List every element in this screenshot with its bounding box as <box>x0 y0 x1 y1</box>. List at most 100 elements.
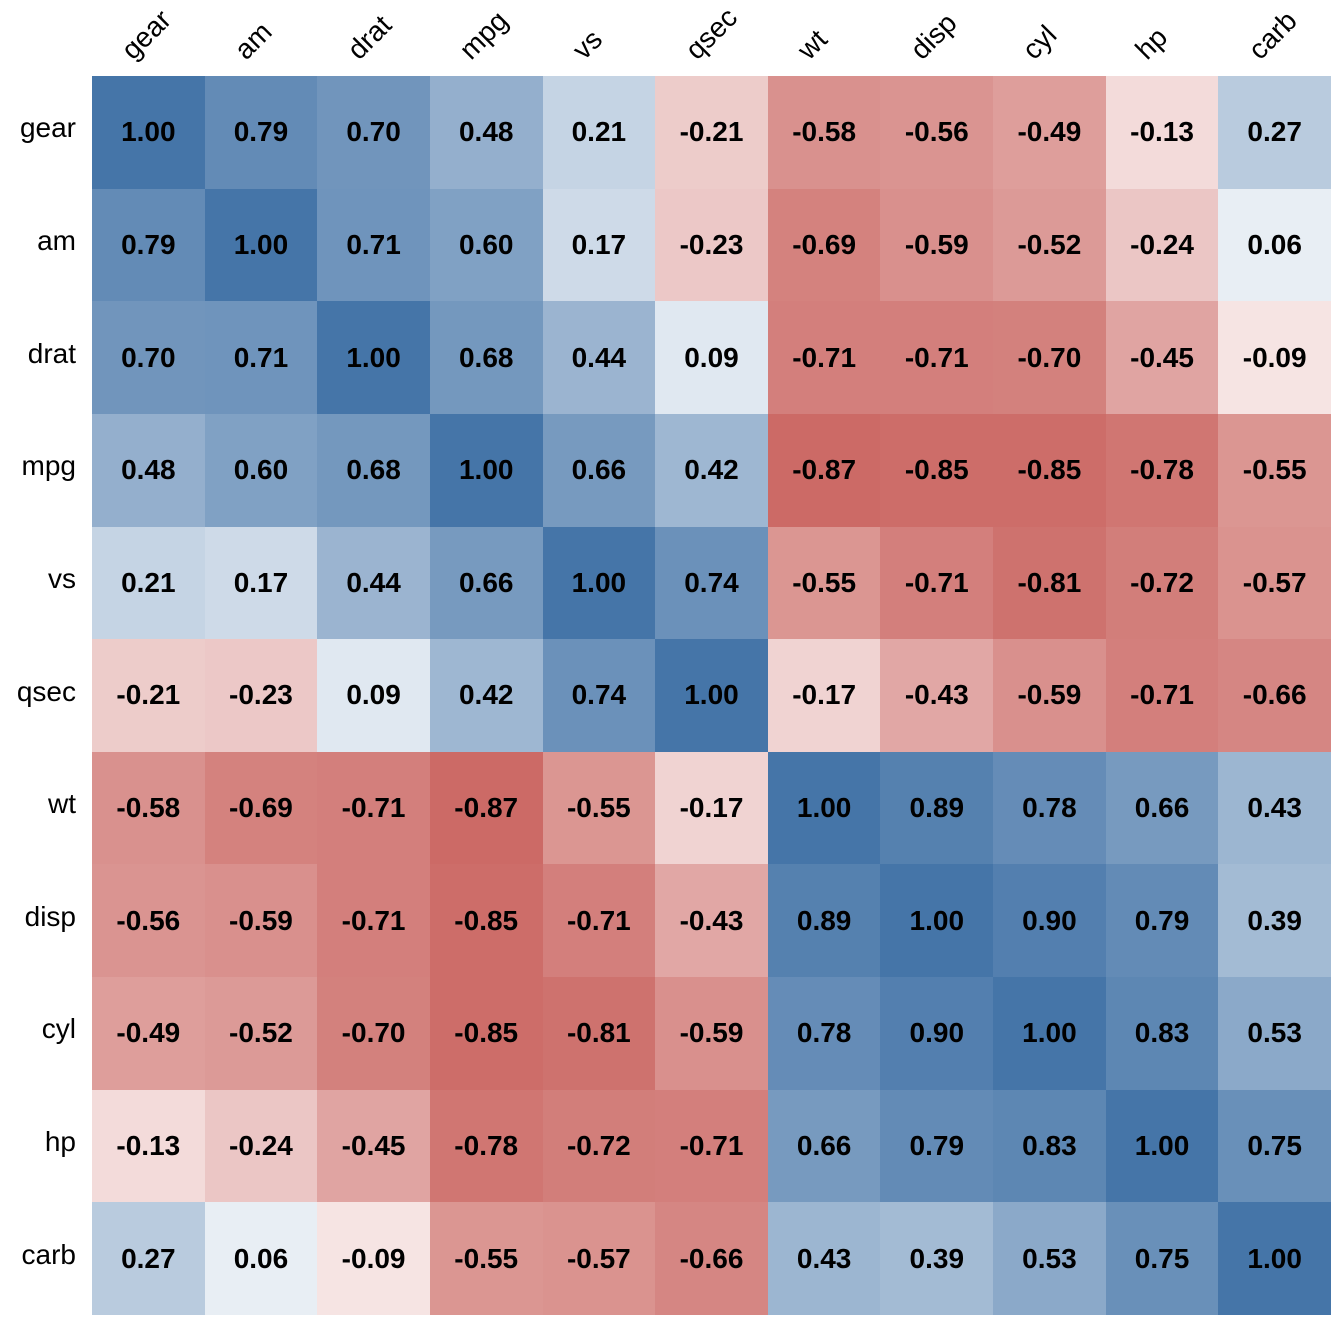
heatmap-cell: -0.57 <box>1218 526 1331 640</box>
heatmap-cell: -0.17 <box>767 639 881 752</box>
heatmap-cell: -0.43 <box>655 864 768 978</box>
heatmap-cell: 0.53 <box>1218 977 1331 1090</box>
heatmap-cell: -0.59 <box>993 639 1106 752</box>
heatmap-cell: -0.85 <box>880 413 994 527</box>
heatmap-cell: -0.85 <box>429 864 543 978</box>
heatmap-cell: 1.00 <box>429 413 543 527</box>
heatmap-cell: 0.48 <box>429 76 543 189</box>
heatmap-cell: 0.79 <box>1105 864 1219 978</box>
heatmap-cell: -0.55 <box>429 1202 543 1315</box>
heatmap-cell: 0.66 <box>767 1089 881 1203</box>
heatmap-cell: 1.00 <box>204 188 318 302</box>
heatmap-cell: -0.13 <box>92 1089 205 1203</box>
heatmap-cell: -0.85 <box>993 413 1106 527</box>
heatmap-cell: 1.00 <box>92 76 205 189</box>
column-label-disp: disp <box>904 7 963 66</box>
column-label-cyl: cyl <box>1016 19 1063 66</box>
heatmap-cell: 0.06 <box>1218 188 1331 302</box>
heatmap-cell: 0.66 <box>542 413 656 527</box>
heatmap-cell: -0.52 <box>993 188 1106 302</box>
heatmap-cell: -0.09 <box>317 1202 430 1315</box>
heatmap-cell: 0.43 <box>1218 751 1331 865</box>
heatmap-cell: 0.66 <box>1105 751 1219 865</box>
heatmap-cell: 0.06 <box>204 1202 318 1315</box>
row-label-disp: disp <box>24 900 76 932</box>
heatmap-cell: -0.55 <box>767 526 881 640</box>
heatmap-cell: -0.85 <box>429 977 543 1090</box>
heatmap-grid: 1.00 0.79 0.70 0.48 0.21 -0.21 -0.58 -0.56 -0.49… <box>92 76 1331 1315</box>
heatmap-cell: 0.42 <box>429 639 543 752</box>
heatmap-cell: 0.39 <box>880 1202 994 1315</box>
column-label-vs: vs <box>566 23 608 66</box>
heatmap-cell: 0.79 <box>204 76 318 189</box>
heatmap-cell: -0.09 <box>1218 301 1331 414</box>
heatmap-cell: -0.49 <box>92 977 205 1090</box>
heatmap-cell: 1.00 <box>993 977 1106 1090</box>
heatmap-cell: 1.00 <box>1105 1089 1219 1203</box>
heatmap-cell: 1.00 <box>767 751 881 865</box>
column-label-mpg: mpg <box>453 4 515 66</box>
heatmap-cell: 0.09 <box>655 301 768 414</box>
heatmap-cell: 0.75 <box>1218 1089 1331 1203</box>
row-label-drat: drat <box>27 337 76 369</box>
heatmap-cell: -0.56 <box>92 864 205 978</box>
heatmap-cell: -0.45 <box>317 1089 430 1203</box>
heatmap-cell: 1.00 <box>317 301 430 414</box>
heatmap-cell: 0.74 <box>542 639 656 752</box>
heatmap-cell: 0.09 <box>317 639 430 752</box>
heatmap-cell: 0.78 <box>767 977 881 1090</box>
heatmap-cell: -0.71 <box>767 301 881 414</box>
heatmap-cell: 1.00 <box>542 526 656 640</box>
heatmap-cell: 0.27 <box>1218 76 1331 189</box>
heatmap-cell: 0.68 <box>317 413 430 527</box>
heatmap-cell: -0.56 <box>880 76 994 189</box>
heatmap-cell: -0.78 <box>429 1089 543 1203</box>
heatmap-cell: 0.78 <box>993 751 1106 865</box>
heatmap-cell: 0.79 <box>880 1089 994 1203</box>
heatmap-cell: -0.70 <box>317 977 430 1090</box>
heatmap-cell: -0.24 <box>1105 188 1219 302</box>
heatmap-cell: 0.75 <box>1105 1202 1219 1315</box>
column-label-hp: hp <box>1129 21 1174 66</box>
heatmap-cell: -0.71 <box>542 864 656 978</box>
heatmap-cell: 0.89 <box>880 751 994 865</box>
heatmap-cell: -0.70 <box>993 301 1106 414</box>
heatmap-cell: -0.21 <box>92 639 205 752</box>
heatmap-cell: 0.70 <box>317 76 430 189</box>
heatmap-cell: 1.00 <box>1218 1202 1331 1315</box>
heatmap-cell: -0.87 <box>767 413 881 527</box>
heatmap-cell: 1.00 <box>880 864 994 978</box>
column-label-wt: wt <box>791 23 834 66</box>
heatmap-cell: -0.17 <box>655 751 768 865</box>
heatmap-cell: -0.55 <box>542 751 656 865</box>
heatmap-cell: -0.71 <box>880 301 994 414</box>
row-label-carb: carb <box>21 1238 76 1270</box>
heatmap-cell: -0.59 <box>655 977 768 1090</box>
heatmap-cell: 0.42 <box>655 413 768 527</box>
heatmap-cell: 0.27 <box>92 1202 205 1315</box>
heatmap-cell: -0.72 <box>542 1089 656 1203</box>
row-label-vs: vs <box>48 562 76 594</box>
heatmap-cell: 0.21 <box>542 76 656 189</box>
heatmap-cell: -0.66 <box>1218 639 1331 752</box>
heatmap-cell: 0.90 <box>880 977 994 1090</box>
column-label-drat: drat <box>340 9 397 66</box>
heatmap-cell: -0.81 <box>542 977 656 1090</box>
row-label-mpg: mpg <box>21 450 76 482</box>
heatmap-cell: -0.81 <box>993 526 1106 640</box>
heatmap-cell: -0.23 <box>655 188 768 302</box>
heatmap-cell: 0.83 <box>993 1089 1106 1203</box>
heatmap-cell: -0.21 <box>655 76 768 189</box>
heatmap-cell: -0.59 <box>204 864 318 978</box>
heatmap-cell: -0.55 <box>1218 413 1331 527</box>
row-label-am: am <box>37 224 76 256</box>
column-label-am: am <box>228 15 278 66</box>
heatmap-cell: -0.43 <box>880 639 994 752</box>
row-label-qsec: qsec <box>16 675 76 707</box>
heatmap-cell: 1.00 <box>655 639 768 752</box>
column-label-gear: gear <box>115 3 178 66</box>
heatmap-cell: 0.53 <box>993 1202 1106 1315</box>
heatmap-cell: -0.45 <box>1105 301 1219 414</box>
heatmap-cell: 0.66 <box>429 526 543 640</box>
row-label-cyl: cyl <box>41 1013 76 1045</box>
